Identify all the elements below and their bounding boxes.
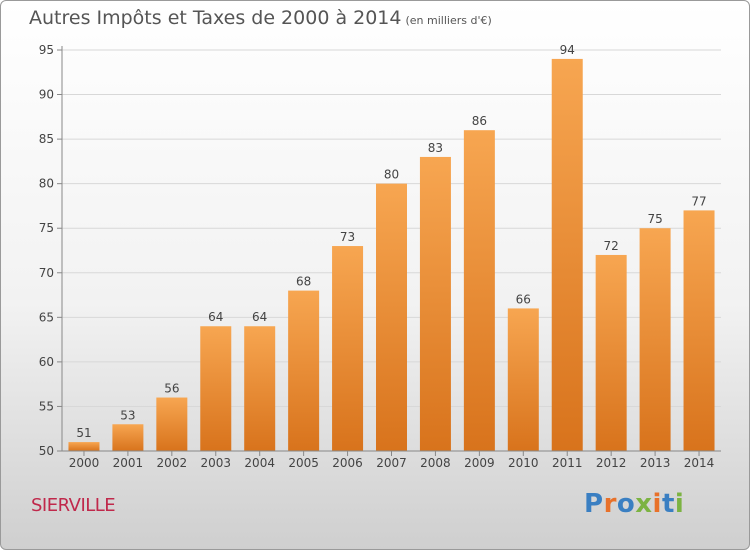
bar xyxy=(683,210,715,451)
proxiti-logo: Proxiti xyxy=(584,489,684,519)
y-tick-label: 75 xyxy=(39,221,54,235)
bar xyxy=(463,130,495,451)
y-tick-label: 60 xyxy=(39,355,54,369)
x-tick-label: 2005 xyxy=(288,456,319,470)
bar xyxy=(419,156,451,451)
bar xyxy=(244,326,276,451)
logo-letter: x xyxy=(635,489,653,519)
bar-value-label: 53 xyxy=(120,408,135,422)
logo-letter: o xyxy=(616,489,636,519)
bar-value-label: 83 xyxy=(428,141,443,155)
logo-letter: P xyxy=(584,489,604,519)
chart-title-text: Autres Impôts et Taxes de 2000 à 2014 xyxy=(29,7,402,29)
bar xyxy=(156,397,188,451)
bar xyxy=(288,290,320,451)
bar xyxy=(332,246,364,451)
bar-value-label: 64 xyxy=(252,310,267,324)
bar-value-label: 51 xyxy=(76,426,91,440)
x-tick-label: 2014 xyxy=(684,456,715,470)
bar xyxy=(200,326,232,451)
y-tick-label: 80 xyxy=(39,177,54,191)
commune-name: SIERVILLE xyxy=(31,495,116,516)
x-tick-label: 2001 xyxy=(113,456,144,470)
y-tick-label: 85 xyxy=(39,132,54,146)
x-tick-label: 2009 xyxy=(464,456,495,470)
bar-value-label: 56 xyxy=(164,382,179,396)
bar-value-label: 72 xyxy=(604,239,619,253)
logo-letter: i xyxy=(674,489,685,519)
x-tick-label: 2013 xyxy=(640,456,671,470)
chart-title: Autres Impôts et Taxes de 2000 à 2014 (en… xyxy=(29,7,492,29)
y-tick-label: 70 xyxy=(39,266,54,280)
logo-letter: i xyxy=(652,489,662,519)
logo-letter: t xyxy=(661,489,675,519)
logo-letter: r xyxy=(603,489,617,519)
y-tick-label: 95 xyxy=(39,43,54,57)
x-tick-label: 2012 xyxy=(596,456,627,470)
bar-value-label: 75 xyxy=(647,212,662,226)
x-tick-label: 2008 xyxy=(420,456,451,470)
x-tick-label: 2000 xyxy=(69,456,100,470)
x-tick-label: 2004 xyxy=(244,456,275,470)
bar xyxy=(68,442,100,451)
bar-value-label: 77 xyxy=(691,194,706,208)
chart-unit-note: (en milliers d'€) xyxy=(405,14,492,27)
x-tick-label: 2003 xyxy=(200,456,231,470)
bar-value-label: 94 xyxy=(560,43,575,57)
bar-value-label: 73 xyxy=(340,230,355,244)
bar-value-label: 64 xyxy=(208,310,223,324)
bar-value-label: 80 xyxy=(384,168,399,182)
bar-value-label: 68 xyxy=(296,275,311,289)
y-tick-label: 65 xyxy=(39,310,54,324)
x-tick-label: 2010 xyxy=(508,456,539,470)
x-tick-label: 2006 xyxy=(332,456,363,470)
bar xyxy=(112,424,144,451)
y-tick-label: 50 xyxy=(39,444,54,458)
bar xyxy=(551,58,583,452)
y-tick-label: 55 xyxy=(39,399,54,413)
bar-value-label: 86 xyxy=(472,114,487,128)
y-tick-label: 90 xyxy=(39,88,54,102)
x-tick-label: 2002 xyxy=(157,456,188,470)
bar xyxy=(595,254,627,451)
x-tick-label: 2011 xyxy=(552,456,583,470)
x-tick-label: 2007 xyxy=(376,456,407,470)
bar xyxy=(639,228,671,451)
bar xyxy=(376,183,407,451)
bar xyxy=(507,308,539,451)
bar-value-label: 66 xyxy=(516,292,531,306)
